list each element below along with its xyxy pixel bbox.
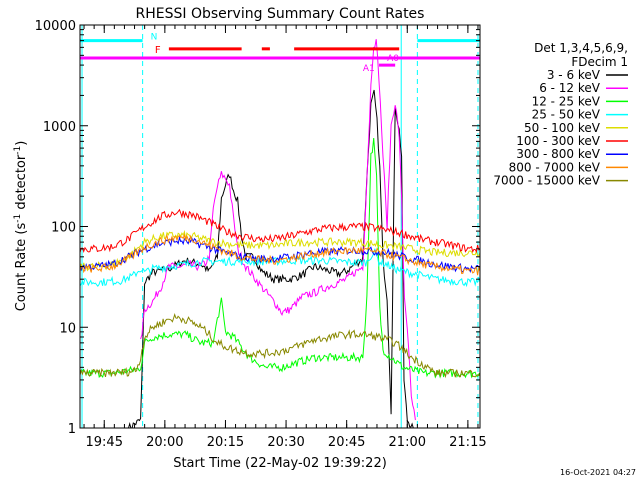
y-axis-label-end: ) — [14, 141, 29, 146]
legend-label-3: 25 - 50 keV — [532, 108, 601, 122]
x-axis-label: Start Time (22-May-02 19:39:22) — [173, 456, 387, 471]
y-tick-label-4: 10000 — [35, 19, 76, 34]
x-tick-label-6: 21:15 — [449, 435, 486, 450]
y-tick-label-2: 100 — [51, 221, 76, 236]
x-tick-label-4: 20:45 — [328, 435, 365, 450]
y-tick-label-1: 10 — [59, 321, 76, 336]
x-tick-label-3: 20:30 — [267, 435, 304, 450]
axes: 1 10 100 1000 10000 19:45 20:00 20:15 20:30 20:45… — [35, 19, 487, 450]
series-line-4 — [79, 229, 481, 272]
plot-background — [80, 25, 480, 428]
series-line-1 — [140, 39, 416, 421]
y-tick-label-0: 1 — [68, 422, 76, 437]
series-line-8 — [79, 312, 481, 379]
x-tick-label-1: 20:00 — [146, 435, 183, 450]
legend-header-line1: Det 1,3,4,5,6,9, — [534, 41, 628, 55]
legend-label-5: 100 - 300 keV — [516, 134, 600, 148]
y-axis-label-mid: detector — [14, 154, 29, 214]
series-line-7 — [79, 233, 481, 276]
series-line-2 — [79, 137, 481, 379]
series-line-5 — [79, 208, 481, 254]
legend-label-1: 6 - 12 keV — [539, 81, 601, 95]
x-tick-label-0: 19:45 — [86, 435, 123, 450]
series-line-6 — [79, 235, 481, 273]
x-tick-label-2: 20:15 — [207, 435, 244, 450]
flare-label: F — [155, 45, 161, 56]
legend-label-0: 3 - 6 keV — [547, 68, 601, 82]
x-tick-label-5: 21:00 — [389, 435, 426, 450]
chart-title: RHESSI Observing Summary Count Rates — [136, 6, 425, 22]
attenuator-label-0: A1 — [363, 64, 375, 74]
legend-label-4: 50 - 100 keV — [524, 121, 601, 135]
legend-label-7: 800 - 7000 keV — [509, 160, 601, 174]
legend-label-6: 300 - 800 keV — [516, 147, 600, 161]
y-tick-label-3: 1000 — [43, 120, 76, 135]
y-axis-label-sup2: -1 — [13, 146, 23, 155]
night-label: N — [151, 33, 158, 43]
legend-label-2: 12 - 25 keV — [532, 94, 601, 108]
annotation-bars: NF A1 A0 — [80, 33, 480, 74]
attenuator-label-1: A0 — [387, 54, 399, 64]
plot-area — [80, 25, 480, 428]
footer-date: 16-Oct-2021 04:27 — [560, 468, 636, 477]
series-layer — [79, 39, 481, 429]
series-line-3 — [79, 248, 481, 288]
y-axis-label: Count Rate (s-1 detector-1) — [13, 141, 29, 312]
legend-header-line2: FDecim 1 — [571, 55, 628, 69]
y-axis-label-main: Count Rate (s — [14, 223, 29, 312]
legend-label-8: 7000 - 15000 keV — [493, 174, 600, 188]
y-axis-label-sup1: -1 — [13, 214, 23, 223]
